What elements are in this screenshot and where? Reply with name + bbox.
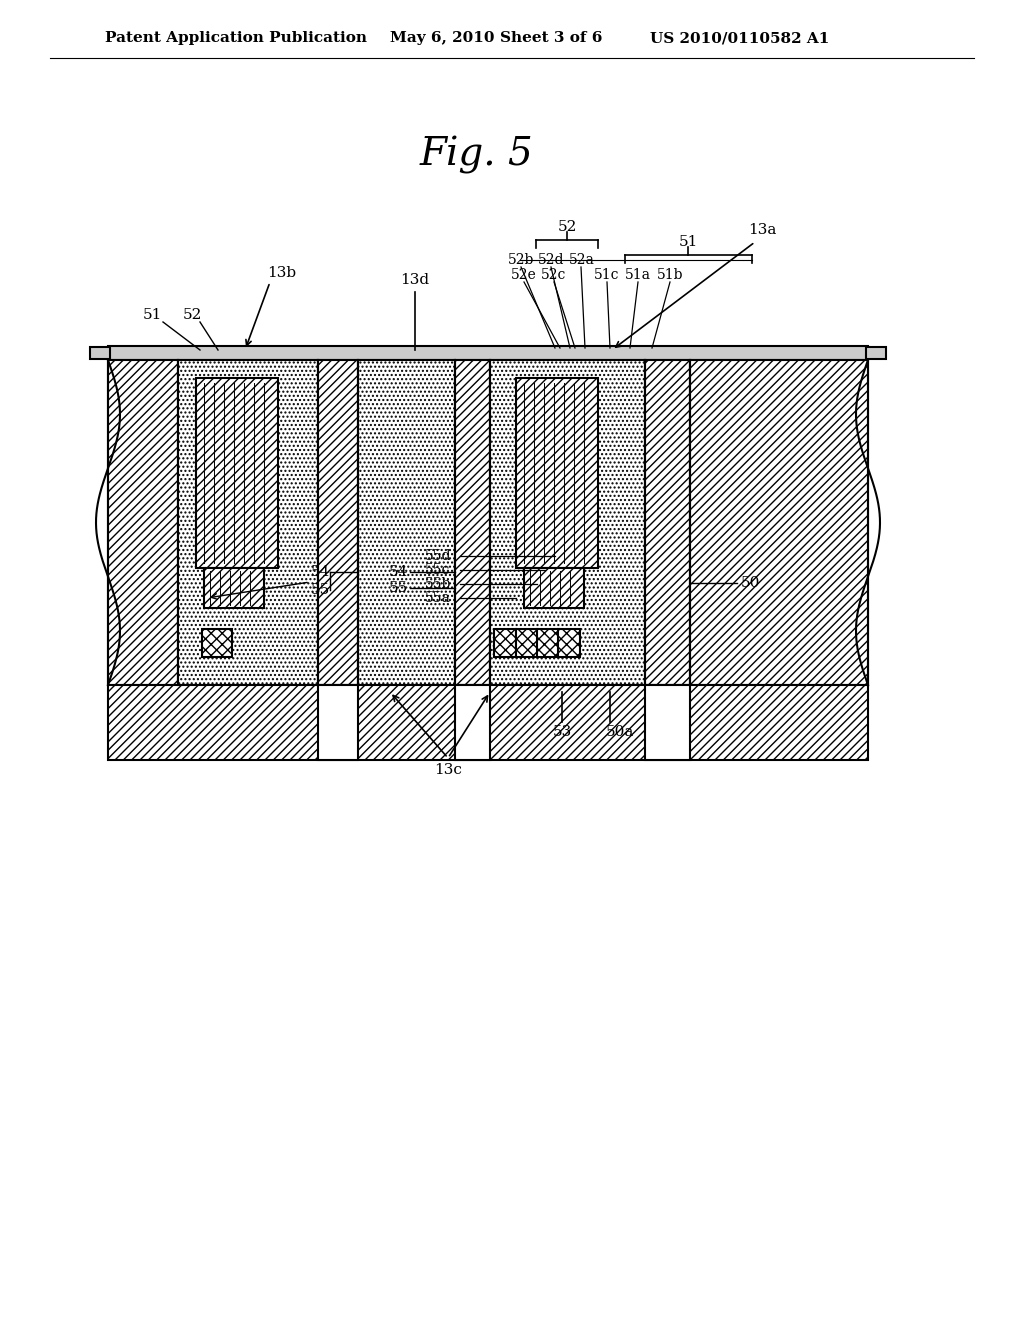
Text: 50: 50	[740, 576, 760, 590]
Text: US 2010/0110582 A1: US 2010/0110582 A1	[650, 30, 829, 45]
Bar	[490, 360, 645, 685]
Bar	[494, 630, 516, 657]
Text: 13b: 13b	[267, 267, 297, 280]
Bar	[108, 346, 868, 360]
Text: 55: 55	[310, 583, 330, 597]
Text: May 6, 2010: May 6, 2010	[390, 30, 495, 45]
Text: 51: 51	[142, 308, 162, 322]
Text: 55: 55	[388, 581, 408, 595]
Bar	[516, 378, 598, 568]
Bar	[558, 630, 580, 657]
Bar	[178, 360, 318, 685]
Text: 52: 52	[557, 220, 577, 234]
Bar	[202, 630, 232, 657]
Bar	[866, 347, 886, 359]
Bar	[318, 685, 358, 760]
Bar	[645, 685, 690, 760]
Bar	[108, 360, 178, 685]
Text: 52b: 52b	[508, 253, 535, 267]
Bar	[196, 378, 278, 568]
Bar	[516, 630, 538, 657]
Text: 13d: 13d	[400, 273, 429, 286]
Bar	[455, 685, 490, 760]
Text: Sheet 3 of 6: Sheet 3 of 6	[500, 30, 602, 45]
Text: 13c: 13c	[434, 763, 462, 777]
Text: 51a: 51a	[625, 268, 651, 282]
Text: 52d: 52d	[538, 253, 564, 267]
Text: Patent Application Publication: Patent Application Publication	[105, 30, 367, 45]
Text: 13a: 13a	[748, 223, 776, 238]
Text: 51b: 51b	[656, 268, 683, 282]
Bar	[690, 360, 868, 685]
Bar	[524, 568, 584, 609]
Bar	[108, 685, 868, 760]
Text: 55a: 55a	[425, 591, 451, 605]
Bar	[318, 360, 358, 685]
Text: 55d: 55d	[425, 549, 452, 564]
Bar	[537, 630, 559, 657]
Text: 55b: 55b	[425, 577, 452, 591]
Text: 50a: 50a	[606, 725, 634, 739]
Text: 52e: 52e	[511, 268, 537, 282]
Text: 55c: 55c	[425, 564, 451, 577]
Text: 51: 51	[678, 235, 697, 249]
Text: Fig. 5: Fig. 5	[420, 136, 534, 174]
Bar	[90, 347, 110, 359]
Bar	[455, 360, 490, 685]
Bar	[204, 568, 264, 609]
Text: 52c: 52c	[542, 268, 566, 282]
Text: 54: 54	[388, 565, 408, 579]
Text: 52a: 52a	[569, 253, 595, 267]
Text: 51c: 51c	[594, 268, 620, 282]
Text: 54: 54	[310, 565, 330, 579]
Text: 52: 52	[182, 308, 202, 322]
Bar	[645, 360, 690, 685]
Text: 53: 53	[552, 725, 571, 739]
Bar	[358, 360, 455, 685]
